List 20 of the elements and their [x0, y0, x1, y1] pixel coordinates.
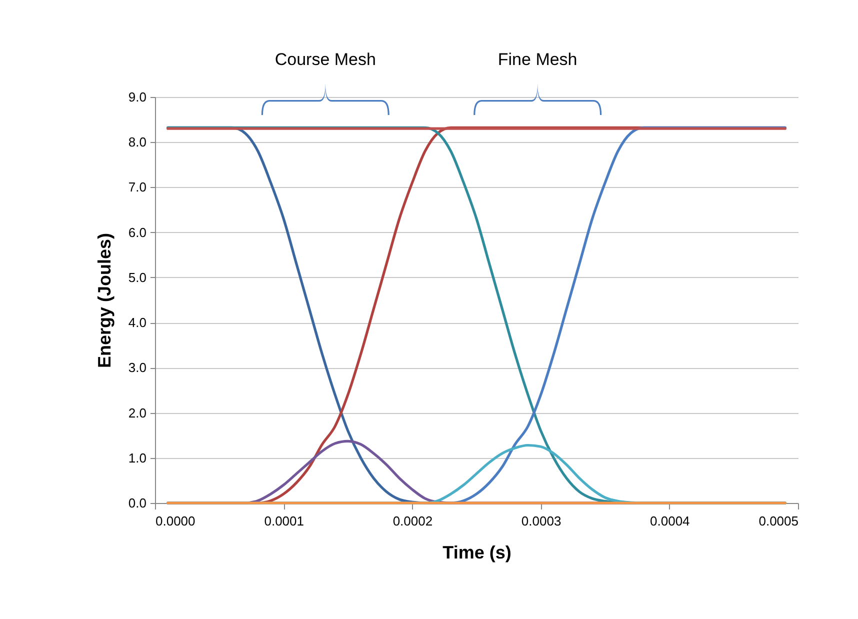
x-tick-label: 0.0001	[264, 514, 304, 528]
y-tick-label: 1.0	[128, 450, 146, 466]
y-tick-label: 7.0	[128, 180, 146, 195]
y-tick-label: 8.0	[128, 134, 146, 150]
y-tick-label: 6.0	[128, 224, 146, 240]
x-tick-label: 0.0000	[156, 514, 196, 528]
y-tick-label: 4.0	[128, 315, 146, 330]
x-tick-label: 0.0003	[521, 514, 562, 528]
x-tick-label: 0.0002	[392, 514, 433, 528]
text: Course Mesh	[274, 50, 376, 69]
x-axis-title: Time (s)	[442, 542, 512, 562]
y-tick-label: 3.0	[128, 360, 146, 376]
text: Fine Mesh	[498, 50, 578, 69]
y-tick-label: 0.0	[128, 496, 146, 510]
x-tick-label: 0.0004	[650, 514, 690, 528]
y-tick-label: 9.0	[128, 90, 146, 104]
y-axis-title: Energy (Joules)	[94, 232, 114, 368]
x-tick-label: 0.0005	[758, 514, 798, 528]
y-tick-label: 5.0	[128, 270, 146, 285]
y-tick-label: 2.0	[128, 405, 146, 420]
